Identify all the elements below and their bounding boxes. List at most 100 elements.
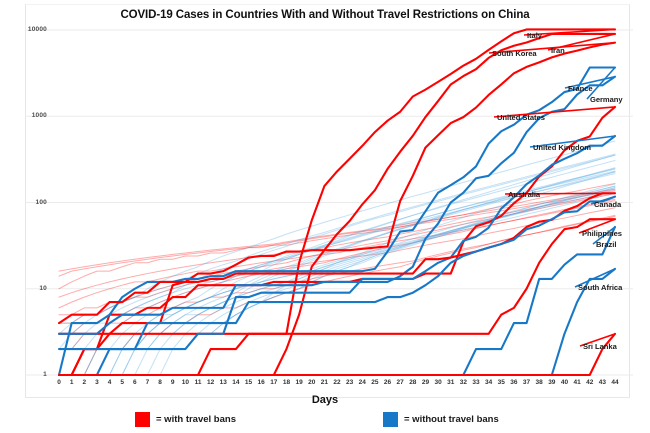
chart-legend: = with travel bans = without travel bans <box>0 408 650 433</box>
plot-area <box>25 28 633 377</box>
series-line <box>57 192 617 325</box>
background-series-line <box>58 193 616 316</box>
series-label-australia: Australia <box>508 190 541 199</box>
series-line <box>57 332 617 377</box>
legend-label: = with travel bans <box>156 414 236 425</box>
x-axis-tick-label: 15 <box>244 379 253 386</box>
x-axis-tick-label: 24 <box>358 379 366 386</box>
x-axis-tick-label: 40 <box>560 379 569 386</box>
x-axis-tick-label: 1 <box>69 379 74 386</box>
x-axis-tick-label: 29 <box>421 379 430 386</box>
background-series-line <box>58 187 616 376</box>
series-line <box>57 66 617 377</box>
x-axis-tick-label: 22 <box>333 379 341 386</box>
legend-label: = without travel bans <box>404 414 499 425</box>
x-axis-tick-label: 0 <box>57 379 61 386</box>
x-axis-tick-label: 33 <box>472 379 480 386</box>
y-axis-tick-label: 1 <box>43 371 47 378</box>
series-leader-line <box>574 268 616 288</box>
legend-swatch-without-bans <box>383 412 398 427</box>
series-leader-line <box>586 66 616 100</box>
series-label-germany: Germany <box>590 95 623 104</box>
x-axis-tick-label: 6 <box>133 379 137 386</box>
x-axis-tick-label: 30 <box>434 379 442 386</box>
series-label-philippines: Philippines <box>582 229 622 238</box>
x-axis-tick-label: 39 <box>548 379 556 386</box>
background-series-line <box>58 207 616 324</box>
x-axis-tick-label: 8 <box>158 379 162 386</box>
legend-item-without-bans: = without travel bans <box>383 412 499 427</box>
x-axis-tick-label: 11 <box>194 379 202 386</box>
x-axis-tick-label: 3 <box>95 379 99 386</box>
x-axis-tick-label: 16 <box>257 379 265 386</box>
background-series-line <box>58 214 616 376</box>
x-axis-tick-label: 28 <box>409 379 417 386</box>
background-series-line <box>58 198 616 335</box>
background-series-line <box>58 167 616 376</box>
background-series-line <box>58 190 616 350</box>
background-series-line <box>58 140 616 335</box>
legend-item-with-bans: = with travel bans <box>135 412 236 427</box>
x-axis-tick-label: 34 <box>485 379 493 386</box>
series-leader-line <box>564 75 616 89</box>
series-label-brazil: Brazil <box>596 240 617 249</box>
x-axis-tick-label: 13 <box>219 379 227 386</box>
x-axis-tick-label: 37 <box>522 379 531 386</box>
background-series-line <box>58 185 616 376</box>
series-label-south-korea: South Korea <box>492 49 537 58</box>
background-series-line <box>58 170 616 350</box>
x-axis-tick-label: 18 <box>282 379 291 386</box>
x-axis-tick-label: 41 <box>573 379 581 386</box>
x-axis-tick-label: 36 <box>510 379 518 386</box>
series-leader-line <box>504 192 616 195</box>
x-axis-tick-label: 44 <box>611 379 619 386</box>
series-line <box>57 28 617 335</box>
y-axis-tick-label: 10 <box>39 284 47 292</box>
y-axis-tick-label: 100 <box>35 198 47 206</box>
x-axis-tick-label: 14 <box>232 379 240 386</box>
series-label-canada: Canada <box>594 200 622 209</box>
x-axis-tick-label: 12 <box>207 379 215 386</box>
x-axis-tick-label: 5 <box>120 379 124 386</box>
legend-divider <box>25 397 630 398</box>
x-axis-tick-label: 38 <box>535 379 543 386</box>
series-label-united-states: United States <box>497 113 545 122</box>
legend-swatch-with-bans <box>135 412 150 427</box>
series-leader-line <box>579 333 616 347</box>
x-axis-tick-label: 43 <box>598 379 606 386</box>
x-axis-tick-label: 19 <box>295 379 303 386</box>
x-axis-tick-label: 23 <box>346 379 354 386</box>
series-label-south-africa: South Africa <box>578 283 623 292</box>
series-leader-line <box>523 28 616 36</box>
x-axis-tick-label: 10 <box>181 379 189 386</box>
plot-svg <box>25 28 633 377</box>
series-leader-line <box>590 195 616 205</box>
series-leader-line <box>493 106 616 118</box>
series-line <box>57 134 617 351</box>
chart-title: COVID-19 Cases in Countries With and Wit… <box>120 9 530 21</box>
series-leader-line <box>529 135 616 148</box>
x-axis-tick-label: 42 <box>586 379 594 386</box>
series-label-sri-lanka: Sri Lanka <box>583 342 617 351</box>
x-axis-tick-label: 7 <box>145 379 150 386</box>
x-axis-title: Days <box>311 394 339 406</box>
background-series-line <box>58 154 616 350</box>
x-axis-tick-label: 17 <box>270 379 278 386</box>
x-axis-tick-label: 20 <box>308 379 316 386</box>
background-series-line <box>58 183 616 290</box>
x-axis-tick-label: 21 <box>320 379 328 386</box>
series-line <box>57 75 617 335</box>
series-label-italy: Italy <box>527 31 542 40</box>
x-axis-tick-label: 27 <box>396 379 404 386</box>
series-line <box>57 195 617 377</box>
y-axis-tick-label: 10000 <box>27 26 47 33</box>
x-axis-tick-label: 9 <box>170 379 175 386</box>
series-leader-line <box>578 218 616 234</box>
x-axis-tick-label: 26 <box>383 379 392 386</box>
x-axis-tick-label: 2 <box>82 379 87 386</box>
series-label-france: France <box>568 84 593 93</box>
y-axis-tick-label: 1000 <box>31 112 47 120</box>
series-leader-line <box>488 41 616 54</box>
background-series-line <box>58 193 616 376</box>
